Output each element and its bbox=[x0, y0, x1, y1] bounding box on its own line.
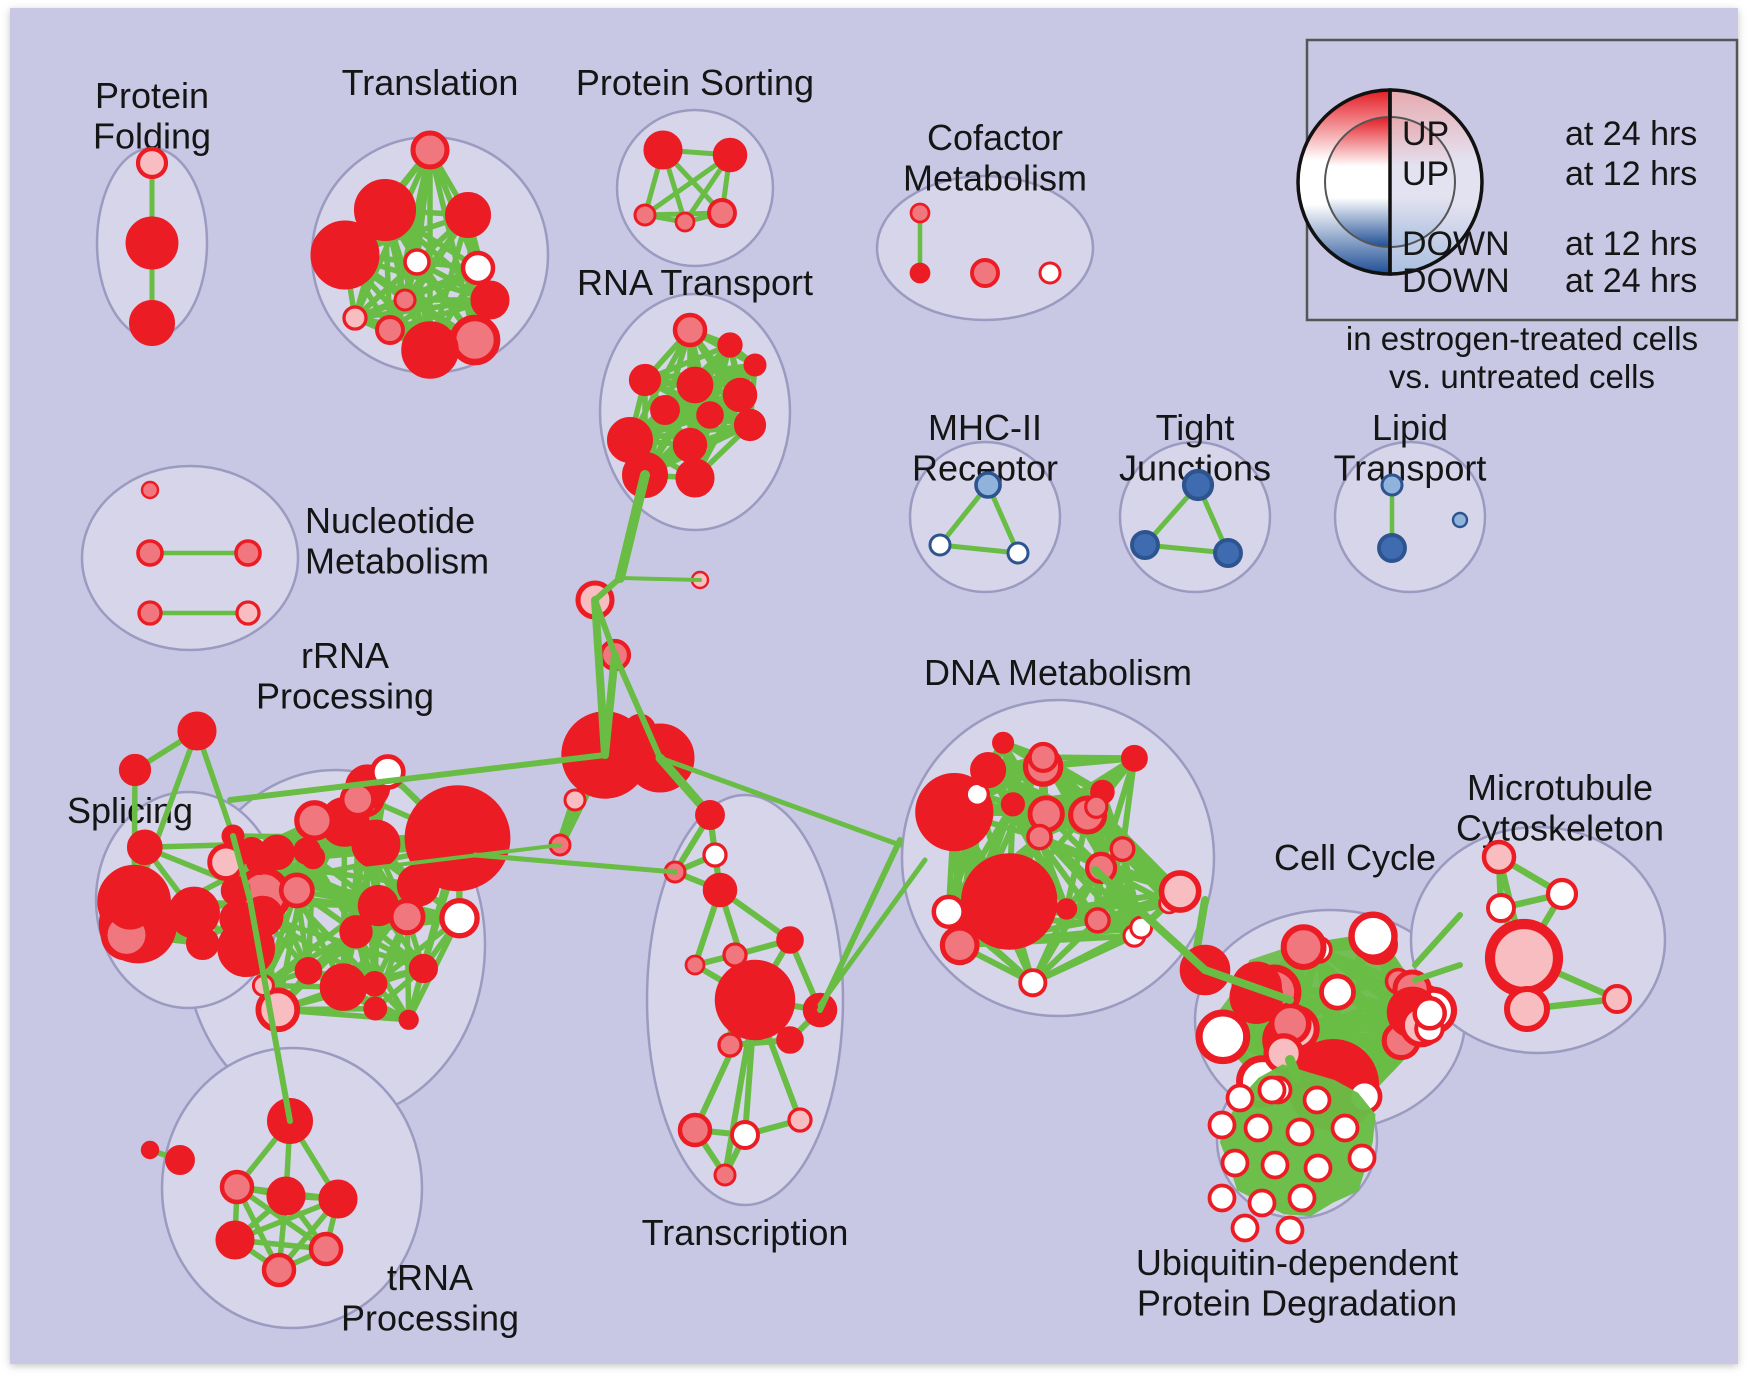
svg-text:Translation: Translation bbox=[342, 62, 519, 103]
svg-text:Metabolism: Metabolism bbox=[305, 540, 489, 581]
svg-text:MHC-II: MHC-II bbox=[928, 407, 1042, 448]
svg-text:Protein Degradation: Protein Degradation bbox=[1137, 1282, 1457, 1323]
svg-text:rRNA: rRNA bbox=[301, 635, 389, 676]
svg-text:Processing: Processing bbox=[341, 1297, 519, 1338]
svg-text:at 24 hrs: at 24 hrs bbox=[1565, 262, 1697, 300]
svg-text:in estrogen-treated cells: in estrogen-treated cells bbox=[1346, 320, 1698, 357]
svg-text:Processing: Processing bbox=[256, 675, 434, 716]
svg-text:UP: UP bbox=[1402, 155, 1449, 193]
svg-text:Tight: Tight bbox=[1156, 407, 1235, 448]
svg-text:Microtubule: Microtubule bbox=[1467, 767, 1653, 808]
svg-text:Cytoskeleton: Cytoskeleton bbox=[1456, 807, 1664, 848]
svg-text:at 12 hrs: at 12 hrs bbox=[1565, 225, 1697, 263]
svg-text:tRNA: tRNA bbox=[387, 1257, 473, 1298]
svg-text:vs. untreated cells: vs. untreated cells bbox=[1389, 358, 1655, 395]
svg-text:at 24 hrs: at 24 hrs bbox=[1565, 115, 1697, 153]
svg-text:Ubiquitin-dependent: Ubiquitin-dependent bbox=[1136, 1242, 1458, 1283]
svg-text:RNA Transport: RNA Transport bbox=[577, 262, 813, 303]
svg-text:DOWN: DOWN bbox=[1402, 262, 1510, 300]
svg-text:Transport: Transport bbox=[1334, 447, 1487, 488]
svg-text:Protein Sorting: Protein Sorting bbox=[576, 62, 814, 103]
svg-text:UP: UP bbox=[1402, 115, 1449, 153]
svg-text:Nucleotide: Nucleotide bbox=[305, 500, 475, 541]
svg-text:Lipid: Lipid bbox=[1372, 407, 1448, 448]
svg-text:DNA Metabolism: DNA Metabolism bbox=[924, 652, 1192, 693]
svg-text:Cell Cycle: Cell Cycle bbox=[1274, 837, 1436, 878]
svg-text:at 12 hrs: at 12 hrs bbox=[1565, 155, 1697, 193]
svg-text:Metabolism: Metabolism bbox=[903, 157, 1087, 198]
svg-text:Protein: Protein bbox=[95, 75, 209, 116]
svg-text:DOWN: DOWN bbox=[1402, 225, 1510, 263]
svg-text:Transcription: Transcription bbox=[642, 1212, 849, 1253]
svg-text:Cofactor: Cofactor bbox=[927, 117, 1063, 158]
